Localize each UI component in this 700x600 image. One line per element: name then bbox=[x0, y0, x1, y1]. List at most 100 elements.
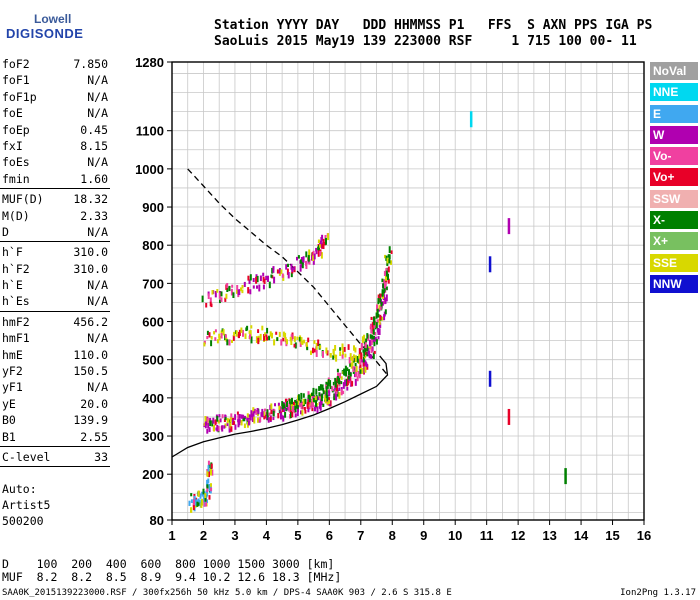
echo-point bbox=[261, 411, 264, 418]
echo-point bbox=[351, 381, 354, 387]
echo-point bbox=[346, 367, 349, 372]
echo-point bbox=[280, 269, 283, 274]
echo-point bbox=[325, 391, 328, 399]
plot-frame bbox=[171, 61, 645, 521]
scaled-parameters-panel: foF2 7.850 foF1 N/A foF1p N/A foE N/A foEp 0.45 fx… bbox=[0, 56, 110, 469]
echo-point bbox=[263, 334, 266, 341]
echo-point bbox=[342, 390, 345, 395]
echo-point bbox=[295, 401, 298, 407]
echo-point bbox=[349, 362, 352, 367]
y-tick-label: 200 bbox=[142, 467, 164, 482]
echo-point bbox=[206, 417, 209, 423]
echo-point bbox=[352, 366, 355, 372]
echo-point bbox=[328, 400, 331, 405]
echo-point bbox=[337, 372, 339, 378]
echo-point bbox=[354, 379, 357, 386]
echo-point bbox=[363, 334, 366, 341]
echo-point bbox=[361, 367, 364, 374]
x-tick-label: 11 bbox=[480, 528, 494, 543]
echo-point bbox=[280, 339, 283, 346]
echo-point bbox=[216, 289, 219, 293]
echo-point bbox=[307, 391, 310, 396]
auto-software: Artist5 bbox=[2, 498, 51, 512]
echo-point bbox=[224, 417, 227, 421]
param-row: h`F2 310.0 bbox=[0, 261, 110, 277]
echo-point bbox=[246, 417, 249, 421]
y-tick-label: 500 bbox=[142, 353, 164, 368]
echo-point bbox=[281, 273, 284, 278]
echo-point bbox=[371, 322, 374, 328]
echo-point bbox=[204, 493, 207, 499]
echo-point bbox=[362, 362, 365, 367]
echo-point bbox=[270, 274, 273, 278]
param-value: 7.850 bbox=[73, 57, 108, 71]
echo-point bbox=[351, 361, 354, 367]
echo-point bbox=[379, 314, 382, 321]
echo-point bbox=[240, 327, 243, 333]
param-value: 310.0 bbox=[73, 245, 108, 260]
param-name: foEs bbox=[2, 155, 30, 170]
echo-point bbox=[256, 285, 258, 289]
legend-item-ssw: SSW bbox=[650, 189, 698, 208]
echo-point bbox=[283, 404, 286, 409]
echo-point bbox=[317, 239, 320, 244]
x-tick-label: 1 bbox=[168, 528, 175, 543]
echo-point bbox=[312, 250, 315, 257]
echo-point bbox=[255, 274, 258, 278]
echo-point bbox=[281, 404, 284, 410]
echo-point bbox=[206, 484, 209, 489]
echo-point bbox=[260, 412, 263, 417]
echo-point bbox=[316, 406, 319, 413]
param-name: foF1p bbox=[2, 89, 37, 104]
echo-point bbox=[220, 333, 223, 339]
echo-point bbox=[206, 479, 209, 487]
echo-point bbox=[274, 403, 276, 407]
file-info-footer: SAA0K_2015139223000.RSF / 300fx256h 50 k… bbox=[2, 588, 452, 598]
echo-point bbox=[250, 410, 253, 416]
x-tick-label: 14 bbox=[574, 528, 589, 543]
echo-point bbox=[358, 373, 361, 379]
echo-point bbox=[310, 350, 312, 355]
echo-point bbox=[224, 414, 227, 420]
echo-point bbox=[315, 350, 318, 357]
param-value: N/A bbox=[87, 224, 108, 239]
echo-point bbox=[208, 471, 210, 478]
y-tick-label: 900 bbox=[142, 200, 164, 215]
legend-item-nnw: NNW bbox=[650, 274, 698, 293]
echo-point bbox=[307, 399, 310, 405]
echo-point bbox=[229, 422, 232, 429]
echo-point bbox=[237, 420, 240, 428]
param-value: 0.45 bbox=[80, 122, 108, 137]
param-name: M(D) bbox=[2, 208, 30, 223]
echo-point bbox=[204, 421, 207, 429]
echo-point bbox=[315, 388, 318, 395]
echo-point bbox=[334, 377, 337, 383]
echo-point bbox=[311, 392, 313, 396]
x-tick-label: 4 bbox=[263, 528, 271, 543]
param-row: foF2 7.850 bbox=[0, 56, 110, 72]
echo-point bbox=[335, 389, 338, 395]
echo-point bbox=[344, 379, 347, 386]
echo-point bbox=[378, 318, 381, 325]
echo-point bbox=[209, 301, 212, 307]
echo-point bbox=[236, 285, 239, 291]
echo-point bbox=[214, 419, 217, 426]
echo-point bbox=[267, 417, 270, 423]
echo-point bbox=[257, 337, 260, 345]
echo-point bbox=[307, 255, 310, 262]
echo-point bbox=[351, 357, 354, 362]
echo-point bbox=[370, 326, 373, 334]
echo-point bbox=[247, 287, 250, 294]
autoscaling-info: Auto: Artist5 500200 bbox=[2, 481, 50, 529]
echo-point bbox=[259, 333, 262, 341]
echo-point bbox=[342, 382, 345, 389]
x-tick-label: 16 bbox=[637, 528, 651, 543]
echo-point bbox=[223, 425, 226, 429]
echo-point bbox=[384, 254, 386, 259]
echo-point bbox=[363, 367, 365, 374]
echo-point bbox=[390, 250, 393, 254]
x-tick-label: 3 bbox=[231, 528, 238, 543]
echo-point bbox=[276, 337, 279, 342]
legend-item-noval: NoVal bbox=[650, 62, 698, 80]
